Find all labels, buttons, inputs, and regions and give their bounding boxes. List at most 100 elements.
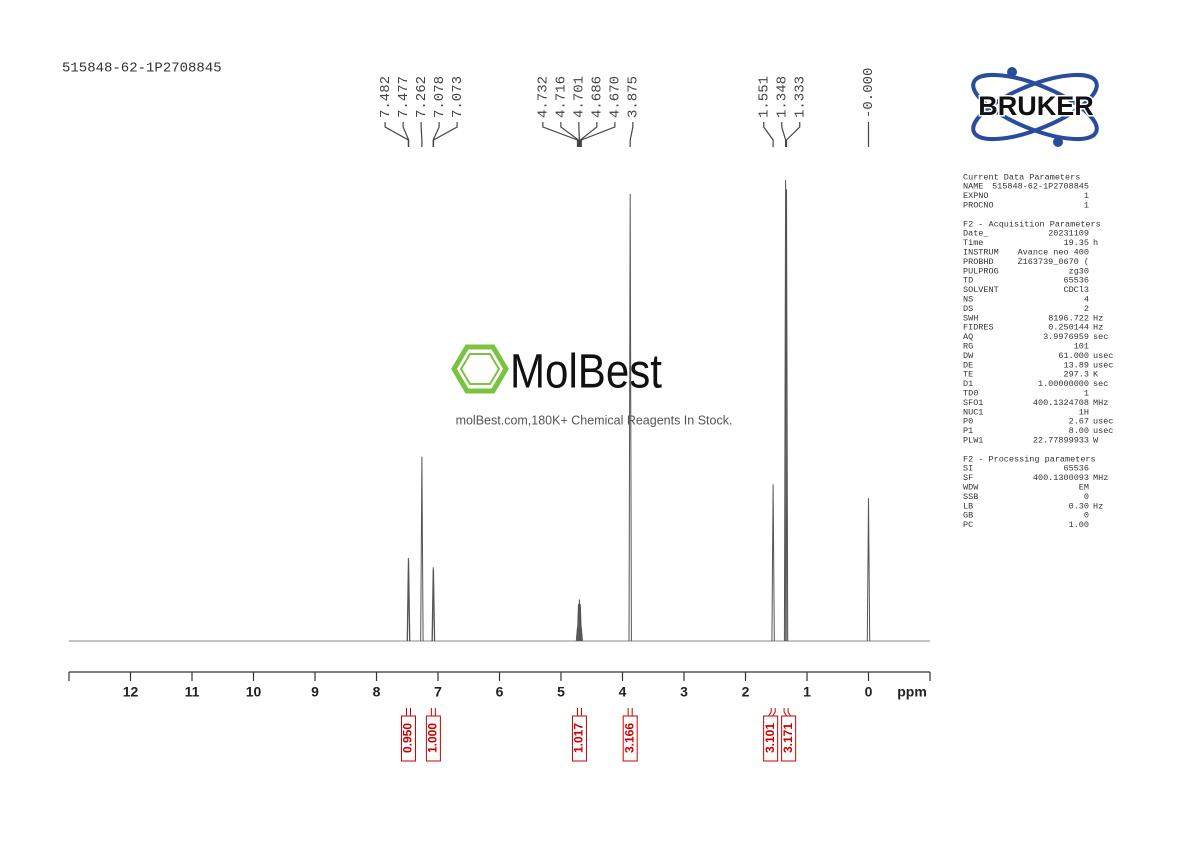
peak [866, 498, 871, 642]
x-tick-label: 5 [557, 684, 565, 700]
param-value: 65536 [1063, 276, 1089, 286]
integral-box [571, 715, 587, 762]
integral-box [763, 715, 779, 762]
param-value: 1 [1084, 191, 1089, 201]
peak-label: 7.073 [450, 76, 466, 118]
x-tick-label: 2 [742, 684, 750, 700]
param-unit: usec [1093, 351, 1113, 361]
peak-label: 4.701 [572, 76, 588, 118]
section-title: F2 - Processing parameters [963, 454, 1096, 464]
param-name: SI [963, 464, 973, 474]
param-value: 19.35 [1063, 238, 1089, 248]
param-value: 2.67 [1069, 417, 1089, 427]
integral-box [400, 715, 416, 762]
param-name: TD [963, 276, 973, 286]
param-name: DS [963, 304, 973, 314]
peak-connector [578, 122, 580, 147]
logo-text: BRUKER [978, 91, 1094, 121]
param-name: INSTRUM [963, 247, 999, 257]
param-unit: W [1093, 435, 1099, 445]
x-tick-label: 7 [434, 684, 442, 700]
param-value: 8196.722 [1048, 313, 1089, 323]
x-tick-label: 4 [619, 684, 627, 700]
integral-bracket [430, 708, 436, 716]
x-tick-label: 3 [680, 684, 688, 700]
param-value: zg30 [1069, 266, 1089, 276]
param-name: SF [963, 473, 973, 483]
param-value: 400.1300093 [1033, 473, 1089, 483]
param-name: PC [963, 520, 973, 530]
param-value: 0 [1084, 492, 1089, 502]
param-name: TE [963, 370, 973, 380]
logo-dot [1007, 67, 1017, 77]
param-value: 1H [1079, 407, 1089, 417]
peak [783, 179, 788, 642]
param-name: Date_ [963, 229, 989, 239]
param-value: Avance neo 400 [1018, 247, 1089, 257]
watermark-brand: MolBest [510, 346, 662, 399]
peak-connector [432, 122, 458, 147]
param-value: 515848-62-1P2708845 [992, 182, 1089, 192]
peak [420, 456, 424, 642]
param-value: 0 [1084, 511, 1089, 521]
watermark-icon-inner [459, 353, 501, 385]
param-value: 297.3 [1063, 370, 1089, 380]
param-value: 1 [1084, 388, 1089, 398]
param-value: 1.00000000 [1038, 379, 1089, 389]
param-name: PLW1 [963, 435, 983, 445]
logo-dot [1053, 137, 1063, 147]
peak-label: 7.078 [432, 76, 448, 118]
x-tick-label: 0 [865, 684, 873, 700]
param-value: 1.00 [1069, 520, 1089, 530]
peak-connector [629, 122, 634, 147]
param-name: NS [963, 294, 973, 304]
logo-orbit [971, 72, 1099, 142]
param-unit: MHz [1093, 473, 1108, 483]
integral-bracket [576, 708, 582, 716]
param-name: PROCNO [963, 200, 994, 210]
integral-label: 3.101 [763, 723, 777, 753]
peak-label: 1.333 [792, 76, 808, 118]
param-name: SSB [963, 492, 978, 502]
param-value: 22.77899933 [1033, 435, 1089, 445]
integral-bracket [627, 708, 633, 716]
param-name: P1 [963, 426, 973, 436]
param-value: 20231109 [1048, 229, 1089, 239]
param-value: 0.30 [1069, 501, 1089, 511]
x-tick-label: 10 [246, 684, 262, 700]
integral-bracket [405, 708, 411, 716]
param-value: 2 [1084, 304, 1089, 314]
param-name: SWH [963, 313, 978, 323]
param-name: SOLVENT [963, 285, 999, 295]
integral-box [425, 715, 441, 762]
peak-connector [580, 122, 616, 147]
param-unit: Hz [1093, 501, 1103, 511]
param-unit: K [1093, 370, 1099, 380]
param-unit: usec [1093, 360, 1113, 370]
peak-label: 1.551 [756, 76, 772, 118]
param-unit: Hz [1093, 313, 1103, 323]
x-tick-label: 6 [496, 684, 504, 700]
param-value: 8.00 [1069, 426, 1089, 436]
logo-orbit [971, 72, 1099, 142]
param-value: 61.000 [1058, 351, 1089, 361]
watermark-icon [451, 344, 509, 394]
peak-connector [542, 122, 579, 147]
spectrum-title: 515848-62-1P2708845 [62, 61, 222, 77]
integral-box [622, 715, 638, 762]
x-tick-label: 1 [803, 684, 811, 700]
x-tick-label: 12 [123, 684, 139, 700]
peak-label: 4.732 [536, 76, 552, 118]
section-title: F2 - Acquisition Parameters [963, 219, 1101, 229]
peak [784, 189, 789, 642]
integral-label: 0.950 [401, 723, 415, 753]
peak [771, 484, 775, 642]
param-unit: sec [1093, 332, 1108, 342]
param-value: EM [1079, 482, 1089, 492]
param-name: PROBHD [963, 257, 994, 267]
x-tick-label: 8 [373, 684, 381, 700]
param-value: CDCl3 [1063, 285, 1089, 295]
param-value: 3.9976959 [1043, 332, 1089, 342]
